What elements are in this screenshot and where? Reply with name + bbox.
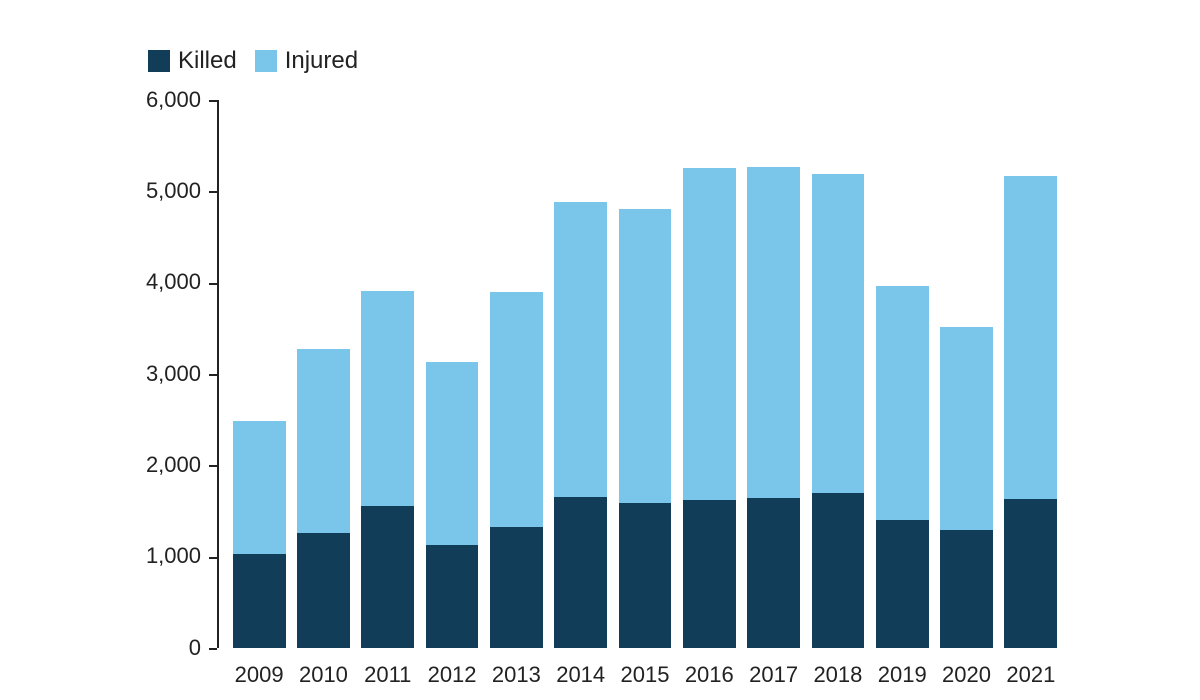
bar-seg-killed xyxy=(812,493,865,648)
y-tick-label: 1,000 xyxy=(146,543,201,569)
legend-swatch-killed xyxy=(148,50,170,72)
bar-2010 xyxy=(297,349,350,648)
x-label: 2009 xyxy=(235,662,284,688)
plot-area: 01,0002,0003,0004,0005,0006,000 20092010… xyxy=(217,100,1065,648)
x-label: 2017 xyxy=(749,662,798,688)
x-label: 2016 xyxy=(685,662,734,688)
bars-layer xyxy=(217,100,1065,648)
x-label: 2014 xyxy=(556,662,605,688)
y-tick-label: 0 xyxy=(189,635,201,661)
y-tick-label: 5,000 xyxy=(146,178,201,204)
bar-2016 xyxy=(683,168,736,648)
bar-seg-injured xyxy=(683,168,736,500)
y-tick-mark xyxy=(209,283,217,285)
bar-seg-killed xyxy=(683,500,736,648)
bar-seg-killed xyxy=(426,545,479,648)
x-label: 2018 xyxy=(813,662,862,688)
bar-2017 xyxy=(747,167,800,648)
y-tick-label: 3,000 xyxy=(146,361,201,387)
legend-label-injured: Injured xyxy=(285,47,358,75)
bar-seg-killed xyxy=(940,530,993,648)
bar-seg-injured xyxy=(554,202,607,497)
bar-seg-killed xyxy=(619,503,672,648)
x-label: 2019 xyxy=(878,662,927,688)
bar-seg-killed xyxy=(554,497,607,648)
bar-seg-injured xyxy=(940,327,993,531)
y-tick-mark xyxy=(209,100,217,102)
y-tick-mark xyxy=(209,465,217,467)
bar-2015 xyxy=(619,209,672,648)
bar-seg-killed xyxy=(361,506,414,648)
y-tick-label: 2,000 xyxy=(146,452,201,478)
y-tick-mark xyxy=(209,648,217,650)
legend-swatch-injured xyxy=(255,50,277,72)
x-label: 2020 xyxy=(942,662,991,688)
bar-seg-injured xyxy=(812,174,865,493)
x-label: 2012 xyxy=(428,662,477,688)
bar-seg-injured xyxy=(747,167,800,499)
bar-2018 xyxy=(812,174,865,648)
bar-seg-killed xyxy=(1004,499,1057,648)
bar-seg-injured xyxy=(297,349,350,533)
bar-seg-injured xyxy=(619,209,672,503)
legend-label-killed: Killed xyxy=(178,47,237,75)
x-label: 2013 xyxy=(492,662,541,688)
y-tick-label: 4,000 xyxy=(146,269,201,295)
bar-2011 xyxy=(361,291,414,648)
bar-seg-killed xyxy=(233,554,286,648)
bar-2021 xyxy=(1004,176,1057,648)
bar-seg-killed xyxy=(747,498,800,648)
bar-2013 xyxy=(490,292,543,648)
bar-2019 xyxy=(876,286,929,648)
x-label: 2021 xyxy=(1006,662,1055,688)
bar-2014 xyxy=(554,202,607,648)
y-tick-mark xyxy=(209,374,217,376)
bar-seg-killed xyxy=(876,520,929,648)
legend-item-injured: Injured xyxy=(255,47,358,75)
bar-seg-injured xyxy=(361,291,414,507)
bar-seg-killed xyxy=(490,527,543,648)
bar-2020 xyxy=(940,327,993,648)
y-tick-mark xyxy=(209,557,217,559)
x-label: 2010 xyxy=(299,662,348,688)
bar-seg-injured xyxy=(876,286,929,520)
y-tick-mark xyxy=(209,191,217,193)
bar-seg-injured xyxy=(233,421,286,554)
casualties-chart: KilledInjured 01,0002,0003,0004,0005,000… xyxy=(0,0,1200,700)
bar-seg-killed xyxy=(297,533,350,648)
bar-seg-injured xyxy=(426,362,479,545)
x-label: 2015 xyxy=(621,662,670,688)
bar-2012 xyxy=(426,362,479,648)
legend: Killed Injured xyxy=(148,47,358,75)
bar-seg-injured xyxy=(1004,176,1057,499)
y-tick-label: 6,000 xyxy=(146,87,201,113)
legend-item-killed: Killed xyxy=(148,47,237,75)
x-label: 2011 xyxy=(364,662,411,688)
bar-2009 xyxy=(233,421,286,648)
bar-seg-injured xyxy=(490,292,543,528)
